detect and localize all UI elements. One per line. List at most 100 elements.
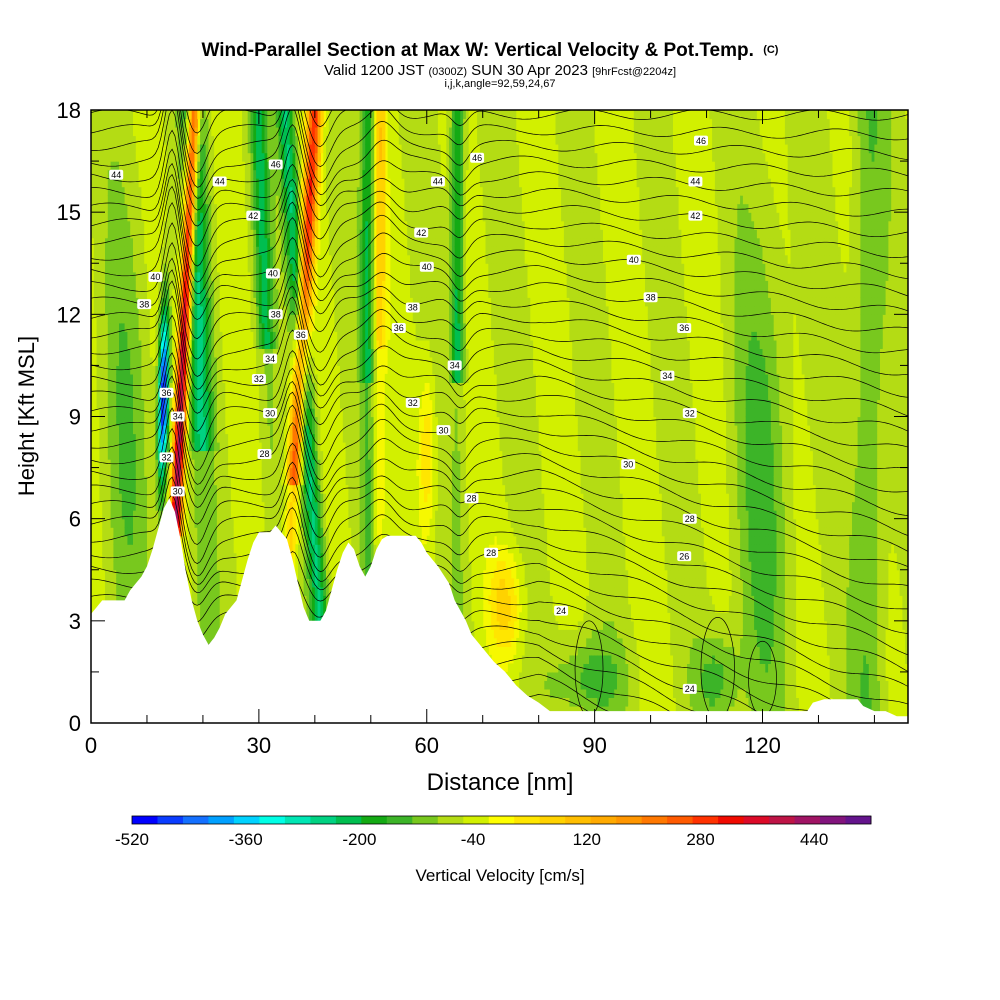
field-cell: [96, 331, 100, 341]
field-cell: [281, 110, 285, 120]
field-cell: [169, 416, 173, 426]
field-cell: [141, 331, 145, 341]
field-cell: [242, 144, 246, 154]
field-cell: [102, 169, 106, 179]
field-cell: [256, 399, 260, 409]
field-cell: [239, 382, 243, 392]
field-cell: [141, 484, 145, 494]
field-cell: [152, 322, 156, 332]
field-cell: [180, 144, 184, 154]
field-cell: [244, 501, 249, 511]
field-cell: [155, 246, 159, 256]
field-cell: [194, 110, 198, 120]
field-cell: [200, 569, 204, 579]
field-cell: [202, 135, 207, 145]
field-cell: [267, 399, 271, 409]
field-cell: [275, 399, 280, 409]
field-cell: [208, 169, 212, 179]
field-cell: [138, 467, 142, 477]
field-cell: [236, 297, 240, 307]
field-cell: [177, 297, 182, 307]
field-cell: [236, 246, 240, 256]
field-cell: [242, 237, 246, 247]
field-cell: [211, 493, 215, 503]
field-cell: [264, 467, 268, 477]
field-cell: [233, 246, 238, 256]
field-cell: [264, 416, 268, 426]
field-cell: [174, 127, 179, 137]
field-cell: [127, 561, 131, 571]
field-cell: [247, 203, 252, 213]
field-cell: [219, 195, 224, 205]
field-cell: [163, 271, 168, 281]
field-cell: [147, 382, 151, 392]
field-cell: [186, 118, 190, 128]
field-cell: [121, 305, 126, 315]
field-cell: [233, 382, 238, 392]
field-cell: [116, 442, 120, 452]
field-cell: [267, 476, 271, 486]
field-cell: [270, 365, 274, 375]
field-cell: [138, 552, 142, 562]
field-cell: [116, 212, 120, 222]
field-cell: [155, 433, 159, 443]
field-cell: [147, 280, 151, 290]
field-cell: [200, 433, 204, 443]
field-cell: [194, 450, 198, 460]
chart-subtitle-indices: i,j,k,angle=92,59,24,67: [444, 78, 555, 90]
field-cell: [186, 518, 190, 528]
field-cell: [205, 246, 210, 256]
field-cell: [250, 476, 254, 486]
field-cell: [197, 331, 201, 341]
field-cell: [264, 331, 268, 341]
field-cell: [107, 373, 112, 383]
field-cell: [141, 433, 145, 443]
field-cell: [258, 399, 263, 409]
field-cell: [228, 561, 232, 571]
field-cell: [228, 373, 232, 383]
field-cell: [228, 595, 232, 605]
field-cell: [264, 254, 268, 264]
field-cell: [205, 612, 210, 622]
field-cell: [133, 118, 137, 128]
field-cell: [183, 161, 187, 171]
field-cell: [281, 314, 285, 324]
field-cell: [116, 348, 120, 358]
field-cell: [155, 442, 159, 452]
field-cell: [281, 433, 285, 443]
field-cell: [102, 203, 106, 213]
field-cell: [194, 161, 198, 171]
field-cell: [186, 169, 190, 179]
field-cell: [172, 271, 176, 281]
field-cell: [264, 203, 268, 213]
field-cell: [253, 365, 257, 375]
field-cell: [147, 263, 151, 273]
field-cell: [256, 331, 260, 341]
field-cell: [135, 535, 140, 545]
field-cell: [163, 348, 168, 358]
field-cell: [200, 382, 204, 392]
field-cell: [93, 178, 98, 188]
field-cell: [133, 288, 137, 298]
field-cell: [250, 408, 254, 418]
field-cell: [200, 476, 204, 486]
field-cell: [202, 195, 207, 205]
field-cell: [163, 237, 168, 247]
field-cell: [233, 263, 238, 273]
field-cell: [228, 425, 232, 435]
field-cell: [155, 476, 159, 486]
field-cell: [102, 297, 106, 307]
field-cell: [272, 339, 277, 349]
field-cell: [96, 203, 100, 213]
field-cell: [119, 535, 123, 545]
field-cell: [228, 467, 232, 477]
field-cell: [163, 144, 168, 154]
field-cell: [147, 195, 151, 205]
field-cell: [121, 195, 126, 205]
field-cell: [216, 263, 221, 273]
field-cell: [119, 314, 123, 324]
field-cell: [166, 118, 170, 128]
field-cell: [99, 459, 103, 469]
field-cell: [256, 254, 260, 264]
field-cell: [113, 246, 117, 256]
